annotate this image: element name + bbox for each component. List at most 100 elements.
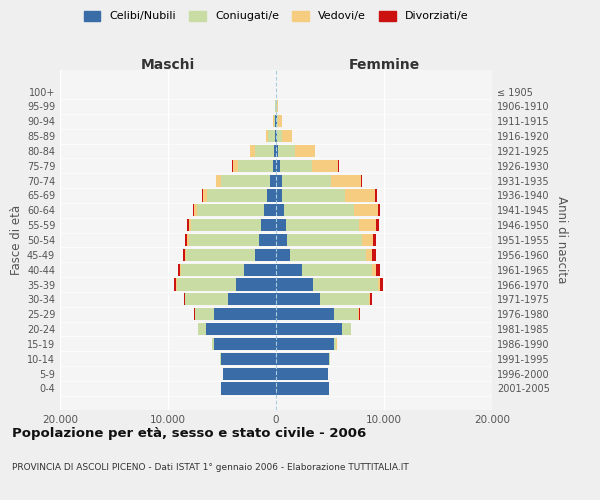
Bar — [276, 115, 277, 128]
Bar — [295, 145, 315, 157]
Bar — [221, 352, 276, 365]
Bar — [261, 219, 276, 231]
Bar — [334, 338, 337, 350]
Bar — [203, 190, 208, 202]
Bar — [184, 294, 185, 306]
Bar — [178, 264, 181, 276]
Text: Femmine: Femmine — [349, 58, 419, 72]
Bar — [376, 190, 377, 202]
Bar — [276, 234, 287, 246]
Bar — [370, 294, 372, 306]
Bar — [223, 368, 276, 380]
Bar — [372, 249, 376, 261]
Bar — [181, 264, 244, 276]
Bar — [250, 145, 254, 157]
Bar — [284, 204, 354, 216]
Bar — [362, 234, 373, 246]
Bar — [276, 308, 334, 320]
Bar — [312, 160, 338, 172]
Bar — [380, 278, 383, 290]
Bar — [276, 204, 284, 216]
Bar — [277, 100, 278, 112]
Bar — [198, 323, 206, 335]
Bar — [274, 115, 275, 128]
Bar — [244, 264, 276, 276]
Bar — [342, 323, 350, 335]
Bar — [187, 219, 189, 231]
Bar — [354, 204, 378, 216]
Bar — [283, 190, 345, 202]
Text: Maschi: Maschi — [141, 58, 195, 72]
Bar — [176, 278, 236, 290]
Bar — [320, 294, 369, 306]
Bar — [276, 338, 334, 350]
Bar — [345, 190, 376, 202]
Bar — [277, 115, 278, 128]
Bar — [278, 145, 295, 157]
Bar — [256, 249, 276, 261]
Bar — [236, 278, 276, 290]
Bar — [373, 234, 376, 246]
Bar — [185, 234, 187, 246]
Bar — [276, 278, 313, 290]
Bar — [276, 174, 282, 186]
Bar — [187, 234, 188, 246]
Bar — [221, 174, 270, 186]
Bar — [276, 160, 280, 172]
Bar — [188, 234, 259, 246]
Bar — [229, 294, 276, 306]
Bar — [221, 382, 276, 394]
Bar — [270, 174, 276, 186]
Bar — [376, 219, 379, 231]
Bar — [259, 234, 276, 246]
Bar — [276, 190, 283, 202]
Bar — [278, 115, 282, 128]
Text: Popolazione per età, sesso e stato civile - 2006: Popolazione per età, sesso e stato civil… — [12, 428, 366, 440]
Bar — [276, 323, 342, 335]
Bar — [268, 130, 275, 142]
Bar — [283, 130, 292, 142]
Y-axis label: Anni di nascita: Anni di nascita — [555, 196, 568, 284]
Bar — [216, 174, 221, 186]
Bar — [290, 249, 365, 261]
Bar — [331, 174, 361, 186]
Bar — [175, 278, 176, 290]
Bar — [267, 190, 276, 202]
Bar — [276, 219, 286, 231]
Bar — [274, 145, 276, 157]
Bar — [276, 145, 278, 157]
Bar — [254, 145, 274, 157]
Bar — [365, 249, 372, 261]
Bar — [276, 294, 320, 306]
Bar — [302, 264, 372, 276]
Bar — [194, 204, 197, 216]
Bar — [214, 338, 276, 350]
Bar — [276, 130, 277, 142]
Bar — [369, 294, 370, 306]
Bar — [361, 174, 362, 186]
Bar — [287, 234, 362, 246]
Bar — [187, 249, 256, 261]
Bar — [238, 160, 273, 172]
Bar — [214, 308, 276, 320]
Bar — [273, 160, 276, 172]
Bar — [193, 204, 194, 216]
Bar — [313, 278, 377, 290]
Bar — [197, 204, 264, 216]
Bar — [191, 219, 261, 231]
Bar — [195, 308, 214, 320]
Bar — [286, 219, 359, 231]
Bar — [334, 308, 358, 320]
Bar — [280, 160, 312, 172]
Bar — [189, 219, 191, 231]
Bar — [185, 294, 229, 306]
Legend: Celibi/Nubili, Coniugati/e, Vedovi/e, Divorziati/e: Celibi/Nubili, Coniugati/e, Vedovi/e, Di… — [84, 10, 468, 22]
Bar — [276, 368, 328, 380]
Bar — [212, 338, 214, 350]
Bar — [372, 264, 376, 276]
Bar — [275, 130, 276, 142]
Bar — [376, 264, 380, 276]
Bar — [208, 190, 267, 202]
Bar — [276, 249, 290, 261]
Bar — [264, 204, 276, 216]
